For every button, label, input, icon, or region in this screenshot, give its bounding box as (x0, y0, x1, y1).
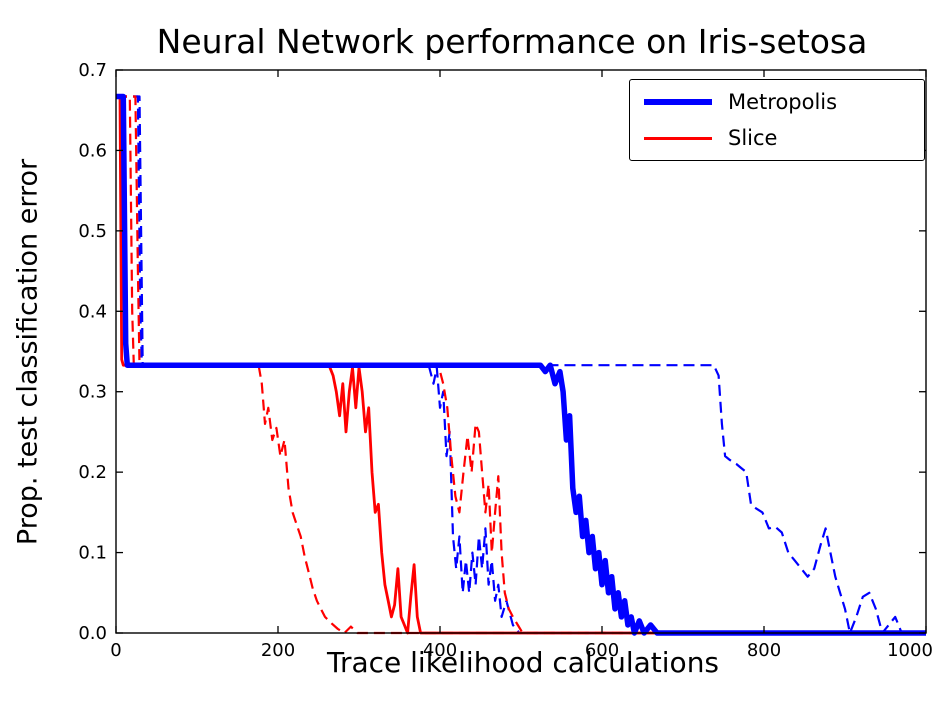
x-tick-label: 800 (747, 640, 781, 661)
y-tick-label: 0.7 (78, 60, 107, 81)
series-line-slice-solid (116, 95, 926, 635)
series-line-slice-dashed-b (116, 95, 926, 635)
y-tick-label: 0.5 (78, 221, 107, 242)
legend-entry: Slice (644, 126, 906, 150)
x-tick-label: 200 (261, 640, 295, 661)
x-tick-label: 1000 (887, 640, 933, 661)
x-tick-label: 0 (110, 640, 121, 661)
series-line-metropolis-solid (116, 93, 926, 636)
series-line-slice-dashed-a (116, 95, 926, 635)
legend-entry-label: Metropolis (728, 90, 838, 114)
chart-title: Neural Network performance on Iris-setos… (156, 22, 868, 61)
legend-line-sample (644, 99, 712, 106)
plot-border (115, 69, 927, 634)
legend-line-sample (644, 136, 712, 140)
y-tick-label: 0.3 (78, 382, 107, 403)
x-axis-label: Trace likelihood calculations (326, 646, 720, 679)
y-tick-label: 0.2 (78, 462, 107, 483)
y-tick-label: 0.1 (78, 543, 107, 564)
y-axis-label: Prop. test classification error (12, 158, 44, 546)
y-tick-label: 0.4 (78, 301, 107, 322)
x-tick-label: 400 (423, 640, 457, 661)
series-line-metropolis-dashed-a (116, 95, 926, 635)
x-tick-label: 600 (585, 640, 619, 661)
legend-entry: Metropolis (644, 90, 906, 114)
y-tick-label: 0.0 (78, 623, 107, 644)
series-line-metropolis-dashed-b (116, 95, 926, 635)
y-tick-label: 0.6 (78, 140, 107, 161)
legend: Metropolis Slice (629, 79, 925, 162)
legend-entry-label: Slice (728, 126, 778, 151)
